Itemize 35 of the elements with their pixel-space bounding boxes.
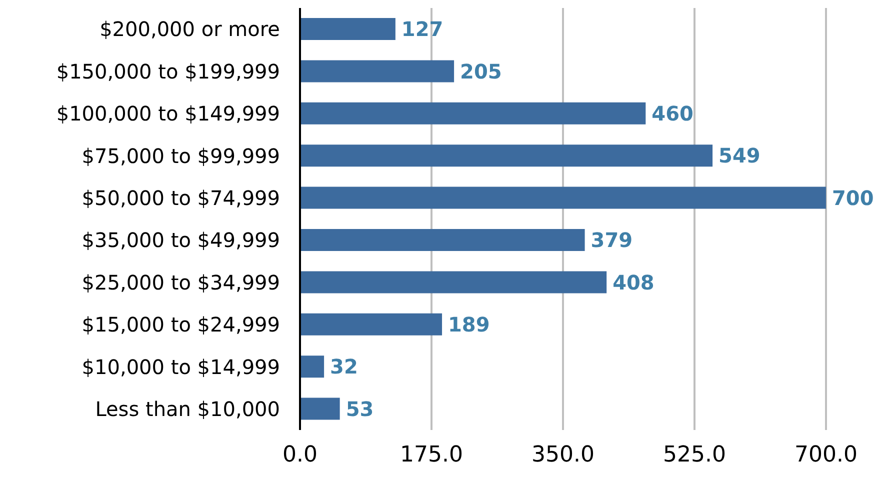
data-label: 549: [718, 144, 760, 168]
y-tick-label: $200,000 or more: [100, 17, 280, 42]
bar: [300, 271, 607, 294]
data-label: 379: [590, 228, 633, 252]
data-label: 127: [401, 17, 444, 42]
data-label: 189: [448, 312, 490, 336]
bar: [300, 356, 324, 378]
y-tick-label: $150,000 to $199,999: [56, 59, 280, 84]
data-label: 53: [346, 396, 374, 421]
bar: [300, 102, 646, 124]
data-label: 700: [832, 186, 874, 210]
y-tick-label: Less than $10,000: [95, 397, 280, 421]
y-tick-label: $75,000 to $99,999: [82, 144, 280, 168]
x-tick-label: 175.0: [400, 442, 463, 468]
y-tick-label: $50,000 to $74,999: [82, 186, 280, 210]
bar: [300, 186, 826, 209]
x-tick-label: 350.0: [532, 442, 594, 468]
data-label: 32: [330, 354, 358, 379]
data-label: 205: [460, 59, 502, 84]
bar: [300, 229, 585, 251]
bar: [300, 313, 442, 336]
bar: [300, 144, 713, 167]
data-label: 460: [652, 102, 694, 126]
y-tick-label: $100,000 to $149,999: [56, 102, 280, 126]
y-tick-label: $25,000 to $34,999: [82, 270, 280, 294]
x-tick-label: 525.0: [663, 442, 726, 468]
bar: [300, 60, 454, 82]
bar: [300, 18, 396, 40]
data-label: 408: [612, 270, 654, 294]
x-tick-label: 0.0: [282, 442, 318, 468]
y-tick-label: $15,000 to $24,999: [82, 312, 280, 337]
x-tick-label: 700.0: [794, 442, 858, 468]
y-tick-label: $35,000 to $49,999: [82, 228, 280, 252]
y-tick-label: $10,000 to $14,999: [82, 354, 280, 379]
bar: [300, 398, 340, 420]
